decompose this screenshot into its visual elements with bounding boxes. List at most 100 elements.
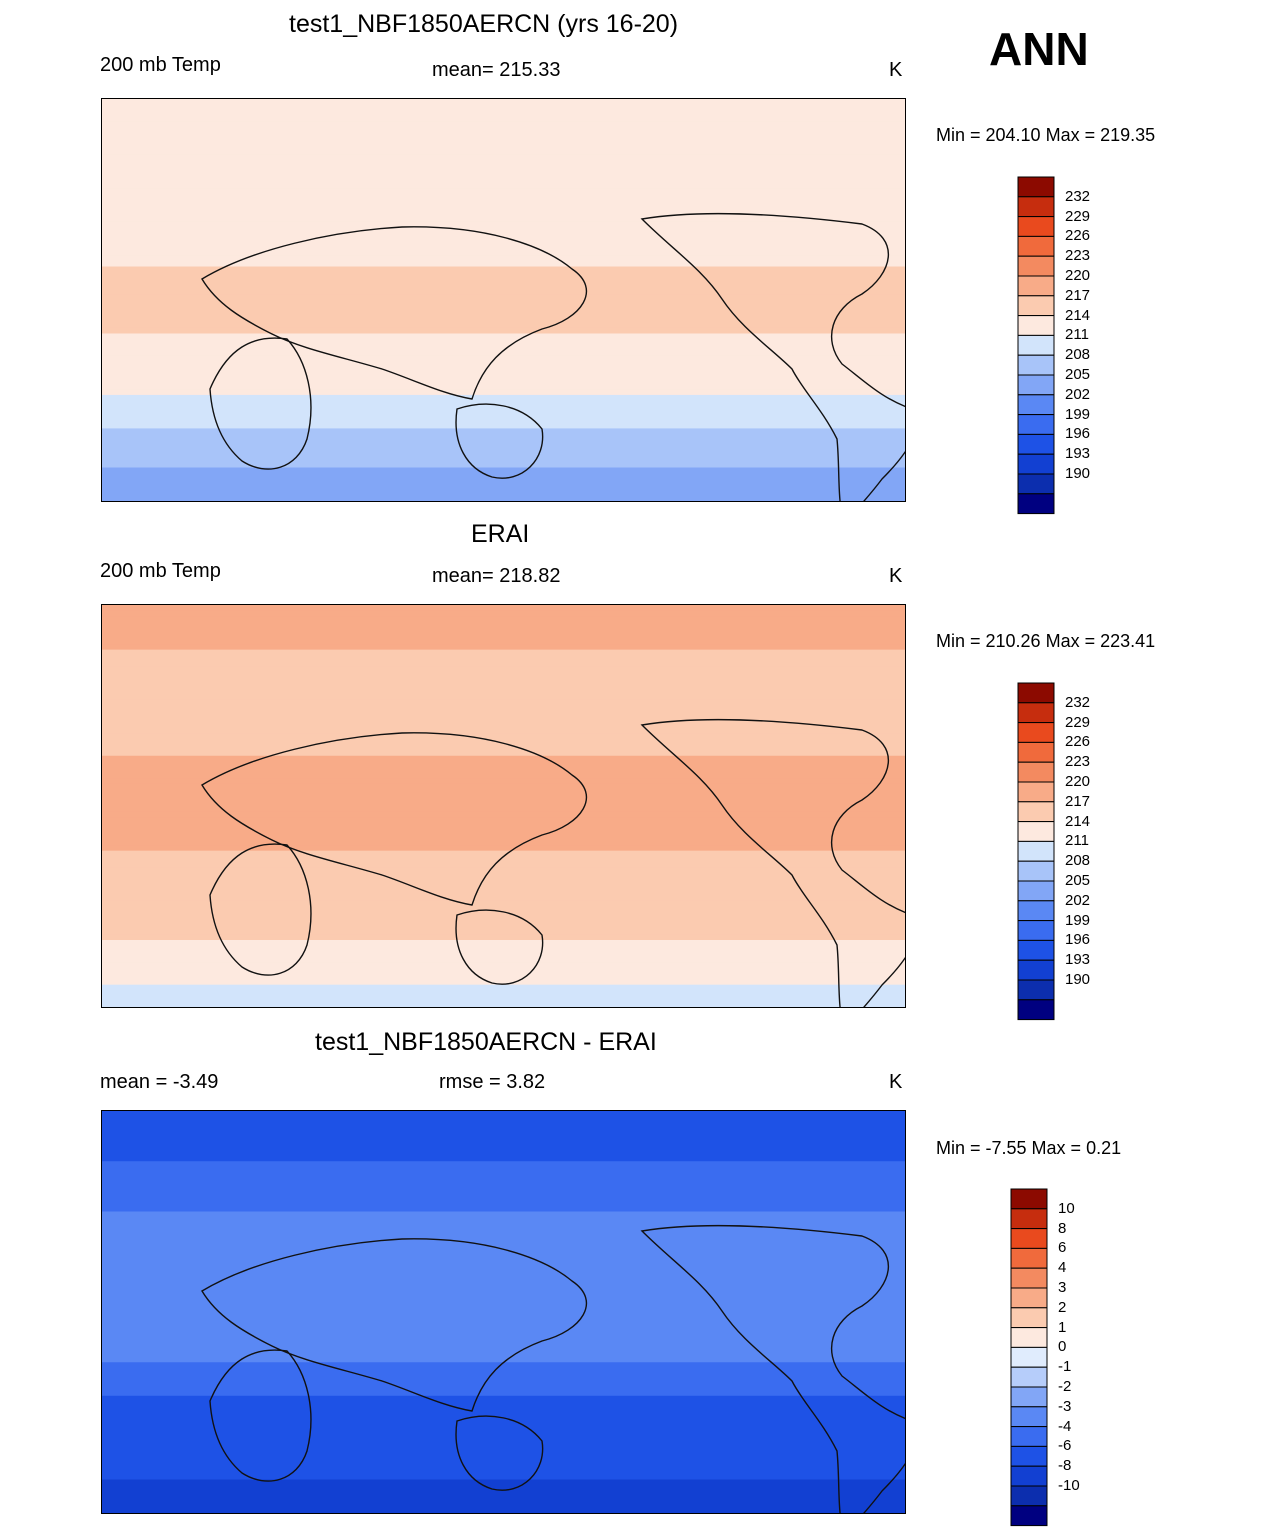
map-band	[102, 422, 905, 430]
colorbar-swatch	[1017, 682, 1055, 704]
map-band	[102, 244, 905, 251]
colorbar-swatch	[1017, 354, 1055, 376]
colorbar-swatch	[1010, 1406, 1048, 1428]
map-band	[102, 1222, 905, 1229]
colorbar-tick-label: 208	[1065, 346, 1091, 364]
colorbar-swatch	[1010, 1307, 1048, 1329]
map-band	[102, 104, 905, 111]
map-band	[102, 1183, 905, 1190]
map-band	[102, 1116, 905, 1123]
map-band	[102, 294, 905, 301]
map-band	[102, 833, 905, 841]
panel-1-units-label: K	[889, 59, 903, 81]
colorbar-tick-label: 226	[1065, 733, 1091, 751]
map-band	[102, 132, 905, 139]
map-band	[102, 1507, 905, 1513]
map-band	[102, 1261, 905, 1268]
map-band	[102, 1434, 905, 1442]
panel-2-units-label: K	[889, 565, 903, 587]
map-band	[102, 1312, 905, 1319]
map-band	[102, 227, 905, 234]
map-band	[102, 755, 905, 762]
map-band	[102, 1250, 905, 1257]
map-band	[102, 199, 905, 206]
map-band	[102, 828, 905, 835]
map-band	[102, 1150, 905, 1157]
coastline	[201, 732, 588, 906]
map-band	[102, 616, 905, 623]
map-band	[102, 973, 905, 980]
map-band	[102, 660, 905, 668]
colorbar-tick-label: 220	[1065, 773, 1091, 790]
colorbar-swatch	[1010, 1228, 1048, 1249]
colorbar-tick-label: 196	[1065, 425, 1091, 443]
colorbar-swatch	[1017, 453, 1055, 475]
map-band	[102, 699, 905, 707]
panel-2-mean-label: mean= 218.82	[432, 565, 561, 587]
map-band	[102, 277, 905, 284]
map-band	[102, 683, 905, 690]
colorbar-tick-label: -1	[1058, 1358, 1072, 1376]
map-band	[102, 1278, 905, 1285]
map-band	[102, 288, 905, 296]
colorbar-swatch	[1017, 979, 1055, 1001]
colorbar-swatch	[1010, 1426, 1048, 1447]
map-band	[102, 610, 905, 617]
map-band	[102, 1144, 905, 1151]
colorbar-swatch	[1010, 1445, 1048, 1467]
colorbar-tick-label: 1	[1058, 1318, 1067, 1336]
map-band	[102, 1133, 905, 1140]
colorbar-tick-label: 232	[1065, 187, 1091, 205]
colorbar-swatch	[1017, 939, 1055, 961]
colorbar-swatch	[1017, 493, 1055, 515]
map-band	[102, 940, 905, 947]
colorbar-swatch	[1017, 722, 1055, 743]
map-band	[102, 1122, 905, 1129]
map-band	[102, 266, 905, 273]
map-band	[102, 249, 905, 256]
map-band	[102, 1356, 905, 1363]
map-band	[102, 260, 905, 268]
colorbar-tick-label: 2	[1058, 1298, 1067, 1316]
map-band	[102, 1300, 905, 1308]
colorbar-swatch	[1010, 1267, 1048, 1289]
panel-2-minmax: Min = 210.26 Max = 223.41	[936, 631, 1156, 651]
map-band	[102, 962, 905, 969]
colorbar-tick-label: 199	[1065, 911, 1091, 929]
colorbar-swatch	[1017, 196, 1055, 218]
colorbar-swatch	[1017, 176, 1055, 198]
colorbar-tick-label: 0	[1058, 1338, 1067, 1356]
map-band	[102, 1479, 905, 1486]
map-band	[102, 1440, 905, 1447]
coastline	[201, 1238, 588, 1412]
coastline	[209, 843, 312, 976]
colorbar-swatch	[1017, 821, 1055, 842]
colorbar-tick-label: -10	[1058, 1477, 1080, 1494]
map-band	[102, 1345, 905, 1352]
colorbar-tick-label: 223	[1065, 753, 1091, 771]
map-band	[102, 383, 905, 390]
colorbar-tick-label: 202	[1065, 385, 1091, 403]
map-band	[102, 811, 905, 818]
map-band	[102, 439, 905, 446]
map-band	[102, 1446, 905, 1453]
map-band	[102, 632, 905, 640]
map-band	[102, 394, 905, 402]
colorbar-tick-label: 202	[1065, 891, 1091, 909]
colorbar-swatch	[1017, 394, 1055, 416]
map-band	[102, 1295, 905, 1302]
map-band	[102, 1328, 905, 1335]
map-band	[102, 1161, 905, 1168]
map-band	[102, 1256, 905, 1263]
colorbar-tick-label: 6	[1058, 1239, 1067, 1257]
colorbar-swatch	[1017, 255, 1055, 277]
map-band	[102, 1351, 905, 1358]
map-band	[102, 979, 905, 986]
map-band	[102, 727, 905, 735]
map-band	[102, 672, 905, 679]
season-label: ANN	[989, 23, 1089, 75]
colorbar-tick-label: 199	[1065, 405, 1091, 423]
map-band	[102, 177, 905, 184]
colorbar-swatch	[1017, 702, 1055, 724]
map-band	[102, 1127, 905, 1134]
